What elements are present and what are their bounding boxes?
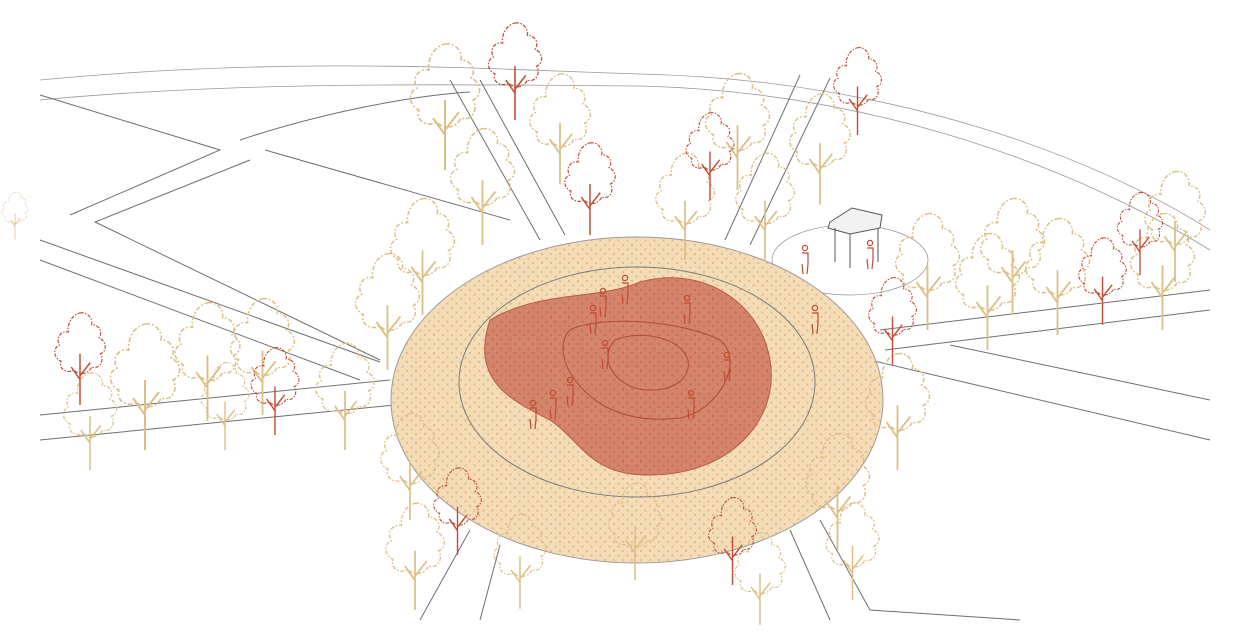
tree [62, 372, 118, 471]
road [39, 239, 381, 381]
pavilion [827, 207, 883, 268]
road [239, 91, 471, 141]
tree [250, 346, 300, 436]
tree [409, 42, 481, 171]
tree [449, 127, 516, 246]
contour [607, 334, 689, 391]
mound-texture [484, 277, 772, 476]
tree [954, 232, 1021, 351]
tree [867, 276, 918, 366]
tree [174, 301, 241, 422]
road [39, 379, 396, 441]
person [866, 239, 874, 270]
person [801, 244, 809, 275]
tree [894, 212, 961, 331]
tree [734, 152, 796, 261]
outer-road [39, 65, 1211, 231]
road [449, 79, 566, 241]
road [419, 529, 501, 621]
tree [979, 197, 1046, 316]
plaza-ring [458, 266, 816, 498]
tree [1, 191, 29, 240]
tree [832, 46, 883, 136]
tree [1078, 237, 1127, 326]
tree [825, 502, 880, 601]
tree [109, 322, 181, 452]
tree [487, 21, 543, 122]
tree [389, 197, 456, 316]
road [789, 519, 1021, 621]
tree [1024, 217, 1091, 336]
road [93, 149, 511, 361]
tree [229, 297, 296, 416]
tree [1116, 191, 1164, 276]
outer-road-inner [39, 84, 1211, 251]
tree [563, 141, 617, 236]
plaza [390, 236, 884, 564]
tree [314, 342, 376, 451]
tree [528, 73, 592, 186]
road [869, 344, 1211, 441]
tree [788, 93, 852, 206]
road [39, 94, 222, 216]
road [724, 74, 831, 246]
tree [685, 111, 735, 201]
tree [384, 502, 446, 611]
tree [53, 311, 107, 406]
tree [1143, 170, 1207, 283]
tree [704, 72, 771, 191]
road [879, 289, 1211, 351]
